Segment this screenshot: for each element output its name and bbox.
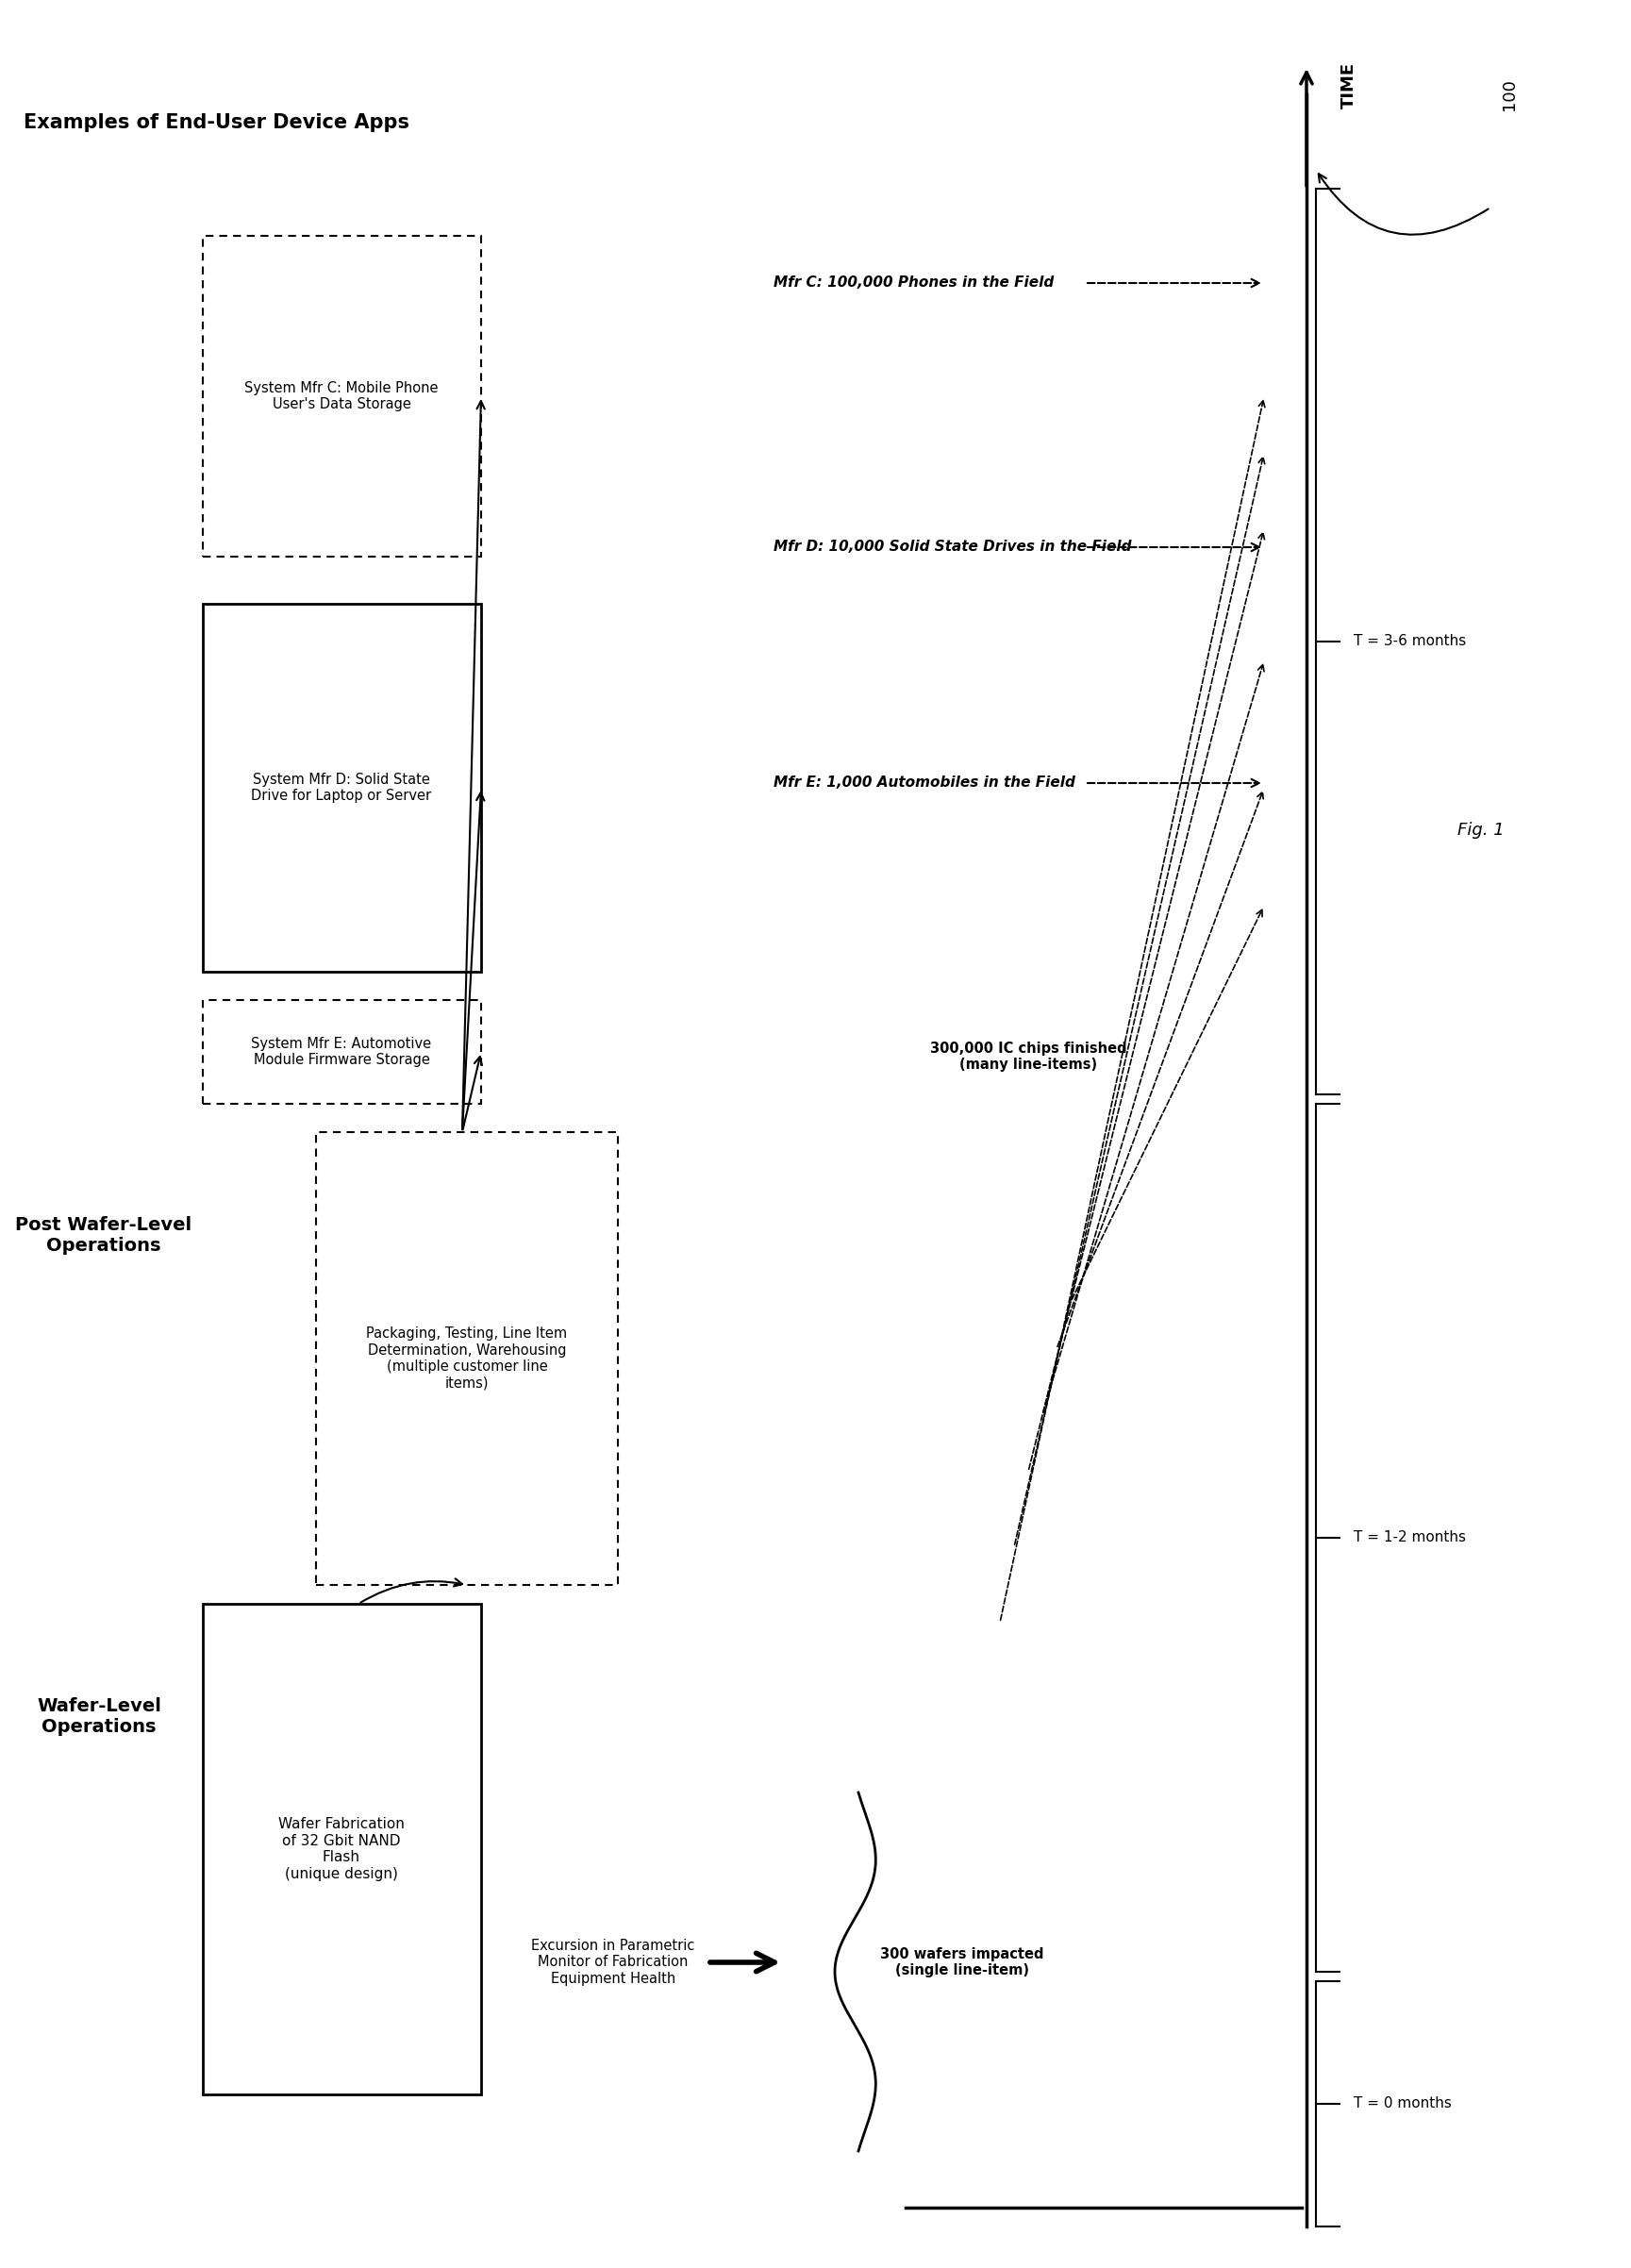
Text: 100: 100 (1501, 79, 1518, 111)
Text: System Mfr C: Mobile Phone
User's Data Storage: System Mfr C: Mobile Phone User's Data S… (245, 381, 439, 411)
Text: Mfr E: 1,000 Automobiles in the Field: Mfr E: 1,000 Automobiles in the Field (773, 776, 1075, 789)
Text: System Mfr D: Solid State
Drive for Laptop or Server: System Mfr D: Solid State Drive for Lapt… (251, 773, 432, 803)
Text: T = 3-6 months: T = 3-6 months (1354, 635, 1466, 649)
Text: Wafer Fabrication
of 32 Gbit NAND
Flash
(unique design): Wafer Fabrication of 32 Gbit NAND Flash … (279, 1817, 404, 1880)
Text: System Mfr E: Automotive
Module Firmware Storage: System Mfr E: Automotive Module Firmware… (251, 1036, 432, 1068)
Text: Mfr C: 100,000 Phones in the Field: Mfr C: 100,000 Phones in the Field (773, 277, 1054, 290)
Bar (202, 1603, 481, 2093)
Text: T = 1-2 months: T = 1-2 months (1354, 1531, 1466, 1545)
Text: Mfr D: 10,000 Solid State Drives in the Field: Mfr D: 10,000 Solid State Drives in the … (773, 540, 1132, 553)
Text: Post Wafer-Level
Operations: Post Wafer-Level Operations (16, 1216, 192, 1254)
Text: Examples of End-User Device Apps: Examples of End-User Device Apps (24, 113, 409, 132)
Text: Packaging, Testing, Line Item
Determination, Warehousing
(multiple customer line: Packaging, Testing, Line Item Determinat… (367, 1327, 568, 1390)
Text: 300,000 IC chips finished
(many line-items): 300,000 IC chips finished (many line-ite… (930, 1041, 1127, 1073)
Text: TIME: TIME (1341, 61, 1357, 109)
Text: Excursion in Parametric
Monitor of Fabrication
Equipment Health: Excursion in Parametric Monitor of Fabri… (532, 1939, 695, 1987)
Bar (202, 236, 481, 556)
Text: Wafer-Level
Operations: Wafer-Level Operations (38, 1699, 161, 1737)
Bar (202, 603, 481, 971)
Text: T = 0 months: T = 0 months (1354, 2098, 1452, 2112)
Text: Fig. 1: Fig. 1 (1458, 821, 1504, 839)
Bar (202, 1000, 481, 1105)
Bar (316, 1132, 618, 1585)
Text: 300 wafers impacted
(single line-item): 300 wafers impacted (single line-item) (881, 1946, 1044, 1978)
